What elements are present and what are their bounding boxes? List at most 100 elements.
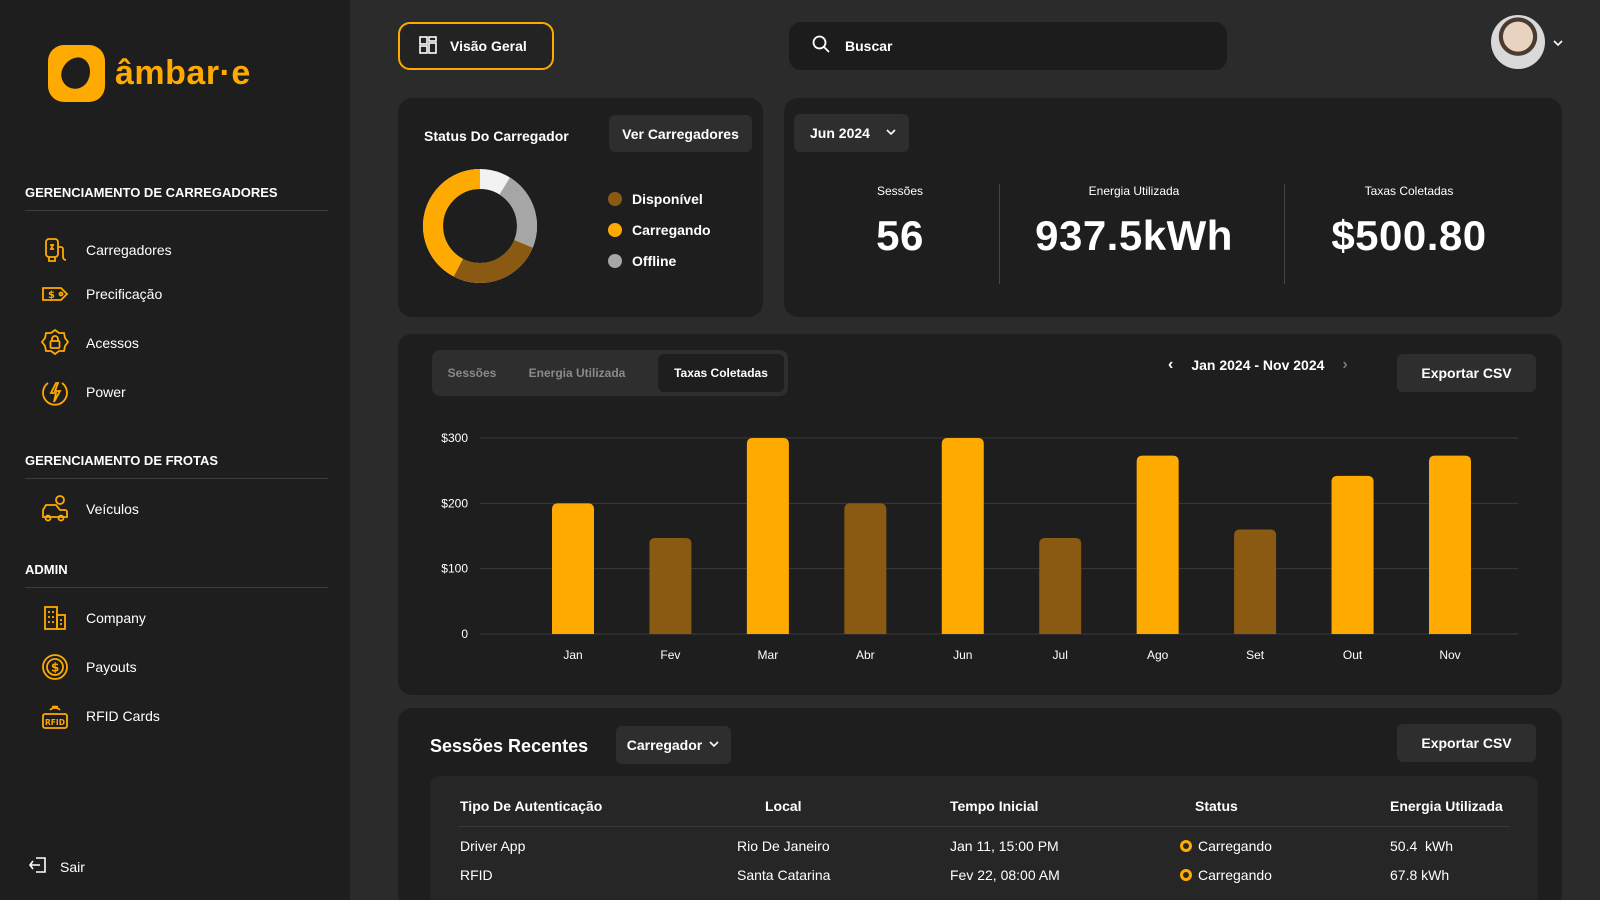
bar-mar[interactable] (746, 438, 789, 634)
sidebar-item-label: Carregadores (86, 242, 172, 258)
rfid-card-icon: RFID (40, 701, 70, 731)
sidebar-item-company[interactable]: Company (40, 603, 146, 633)
cell-energy: 50.4 kWh (1390, 838, 1454, 854)
legend-disponivel: Disponível (608, 191, 703, 207)
legend-dot-offline (608, 254, 622, 268)
search-icon (811, 34, 831, 59)
fees-bar-chart: 0 $100 $200 $300 Jan Fev Mar Abr Jun Jul Ago Set Out… (441, 431, 1518, 662)
search-bar[interactable] (789, 22, 1227, 70)
cell-energy: 67.8 kWh (1390, 867, 1450, 883)
sidebar-item-carregadores[interactable]: Carregadores (40, 235, 172, 265)
stat-divider (1284, 184, 1285, 284)
y-tick-label: $300 (441, 431, 468, 445)
y-tick-label: $200 (441, 496, 468, 510)
power-bolt-icon (40, 377, 70, 407)
sessions-export-csv-button[interactable]: Exportar CSV (1397, 724, 1536, 762)
price-tag-icon: $ (40, 279, 70, 309)
x-tick-label: Ago (1147, 648, 1169, 662)
stat-label: Taxas Coletadas (1364, 184, 1454, 198)
chevron-right-icon[interactable]: › (1342, 356, 1348, 373)
chevron-down-icon[interactable] (1552, 36, 1564, 54)
svg-text:RFID: RFID (45, 718, 65, 727)
sidebar-item-power[interactable]: Power (40, 377, 126, 407)
month-select-value: Jun 2024 (810, 125, 870, 141)
bar-ago[interactable] (1136, 455, 1179, 634)
column-header: Status (1195, 798, 1238, 814)
sidebar-item-label: Payouts (86, 659, 137, 675)
stats-card: Jun 2024 Sessões 56 Energia Utilizada 93… (784, 98, 1562, 317)
cell-status: Carregando (1180, 867, 1272, 883)
overview-label: Visão Geral (450, 38, 527, 54)
x-tick-label: Jan (563, 648, 582, 662)
bar-out[interactable] (1331, 475, 1374, 634)
sidebar-item-payouts[interactable]: $ Payouts (40, 652, 137, 682)
bar-jun[interactable] (941, 438, 984, 634)
status-card-title: Status Do Carregador (424, 128, 569, 144)
dashboard-icon (418, 35, 438, 58)
payout-coin-icon: $ (40, 652, 70, 682)
chevron-down-icon (885, 125, 897, 141)
sessions-title: Sessões Recentes (430, 736, 589, 756)
svg-text:$: $ (48, 290, 55, 301)
sidebar-item-precificacao[interactable]: $ Precificação (40, 279, 162, 309)
charger-status-donut (423, 169, 537, 283)
brand-name: âmbar·e (115, 54, 251, 92)
bar-set[interactable] (1234, 529, 1277, 634)
status-charging-icon (1180, 869, 1192, 881)
legend-carregando: Carregando (608, 222, 711, 238)
bar-jul[interactable] (1039, 537, 1082, 634)
x-tick-label: Set (1246, 648, 1265, 662)
column-header: Tempo Inicial (950, 798, 1039, 814)
tab-energia-utilizada[interactable]: Energia Utilizada (528, 366, 626, 380)
x-tick-label: Jul (1053, 648, 1068, 662)
legend-dot-carregando (608, 223, 622, 237)
sidebar-item-acessos[interactable]: Acessos (40, 328, 139, 358)
cell-auth: Driver App (460, 838, 526, 854)
legend-offline: Offline (608, 253, 676, 269)
legend-label: Carregando (632, 222, 711, 238)
chevron-down-icon (708, 737, 720, 753)
stat-label: Energia Utilizada (1088, 184, 1180, 198)
bar-abr[interactable] (844, 503, 887, 634)
sidebar-item-veiculos[interactable]: Veículos (40, 494, 139, 524)
month-select[interactable]: Jun 2024 (794, 114, 909, 152)
stat-divider (999, 184, 1000, 284)
overview-button[interactable]: Visão Geral (398, 22, 554, 70)
bar-fev[interactable] (649, 537, 692, 634)
stat-label: Sessões (876, 184, 924, 198)
logout-button[interactable]: Sair (28, 855, 85, 878)
section-title-chargers: GERENCIAMENTO DE CARREGADORES (25, 185, 328, 211)
legend-label: Disponível (632, 191, 703, 207)
x-tick-label: Jun (953, 648, 972, 662)
bar-jan[interactable] (552, 503, 594, 634)
search-input[interactable] (845, 38, 1185, 54)
table-header-divider (458, 826, 1510, 827)
sidebar-item-label: Power (86, 384, 126, 400)
bar-nov[interactable] (1429, 455, 1471, 634)
x-tick-label: Nov (1439, 648, 1460, 662)
export-csv-button[interactable]: Exportar CSV (1397, 354, 1536, 392)
chevron-left-icon[interactable]: ‹ (1168, 356, 1174, 373)
chart-tabs: Sessões Energia Utilizada Taxas Coletada… (432, 350, 788, 396)
view-chargers-button[interactable]: Ver Carregadores (609, 115, 752, 152)
legend-dot-disponivel (608, 192, 622, 206)
amber-logo-icon (48, 45, 105, 102)
section-title-fleet: GERENCIAMENTO DE FROTAS (25, 453, 328, 479)
x-tick-label: Abr (856, 648, 875, 662)
sidebar: âmbar·e GERENCIAMENTO DE CARREGADORES Ca… (0, 0, 350, 900)
stat-value: $500.80 (1331, 212, 1487, 259)
user-avatar[interactable] (1491, 15, 1545, 69)
brand-logo[interactable]: âmbar·e (48, 45, 251, 102)
tab-sessoes[interactable]: Sessões (447, 366, 497, 380)
charger-filter-select[interactable]: Carregador (616, 726, 731, 764)
sidebar-item-label: Acessos (86, 335, 139, 351)
tab-taxas-coletadas[interactable]: Taxas Coletadas (658, 354, 784, 392)
legend-label: Offline (632, 253, 677, 269)
filter-select-value: Carregador (626, 737, 703, 753)
stat-value: 937.5kWh (1035, 212, 1233, 259)
status-label: Carregando (1198, 838, 1272, 854)
cell-start: Fev 22, 08:00 AM (950, 867, 1060, 883)
date-range-label: Jan 2024 - Nov 2024 (1191, 357, 1325, 373)
sidebar-item-rfid-cards[interactable]: RFID RFID Cards (40, 701, 160, 731)
logout-icon (28, 855, 48, 878)
